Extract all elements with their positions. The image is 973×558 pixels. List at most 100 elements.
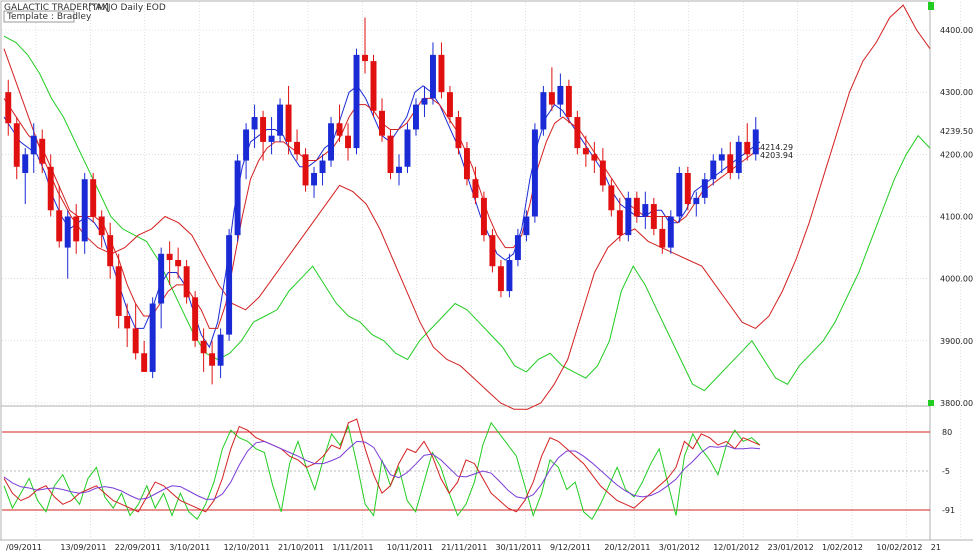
date-tick-label: 9/12/2011 (550, 543, 591, 552)
candle-body (39, 138, 46, 164)
date-tick-label: 3/10/2011 (169, 543, 210, 552)
candle-body (718, 154, 725, 161)
oscillator-tick-label: 80 (942, 428, 952, 437)
candle-body (107, 235, 114, 267)
candle-body (90, 179, 97, 217)
candle-body (277, 104, 284, 136)
candle-body (676, 172, 683, 217)
candle-body (599, 160, 606, 186)
candle-body (608, 185, 615, 211)
oscillator-tick-label: -91 (942, 506, 955, 515)
date-tick-label: 30/11/2011 (496, 543, 542, 552)
candle-body (421, 98, 428, 105)
symbol-label: GALACTIC TRADER[TM] (4, 3, 109, 13)
candle-body (480, 197, 487, 236)
candle-body (497, 266, 504, 292)
candle-body (226, 235, 233, 335)
candle-body (64, 216, 71, 248)
candle-body (336, 123, 343, 136)
oscillator-red-line (3, 418, 761, 513)
candle-body (616, 210, 623, 236)
candle-body (523, 216, 530, 236)
date-tick-label: 21/11/2011 (441, 543, 487, 552)
candle-body (744, 141, 751, 155)
candle-body (413, 104, 419, 130)
candle-body (192, 297, 199, 341)
candle-body (514, 235, 521, 261)
date-tick-label: /09/2011 (6, 543, 42, 552)
candle-body (243, 129, 250, 161)
candle-body (124, 315, 131, 329)
date-tick-label: 1/11/2011 (332, 543, 373, 552)
oscillator-purple-line (3, 440, 761, 500)
candle-body (472, 179, 479, 198)
candle-body (429, 54, 436, 99)
price-tick-label: 3900.00 (940, 337, 973, 346)
candle-body (234, 160, 241, 236)
candle-body (548, 92, 555, 105)
date-tick-label: 10/02/2012 (876, 543, 922, 552)
date-tick-label: 1/02/2012 (822, 543, 863, 552)
candle-body (506, 260, 513, 292)
candle-body (328, 123, 335, 161)
top-corner-marker (928, 2, 934, 10)
current-price-label: 4239.50 (940, 127, 973, 136)
candle-body (379, 110, 385, 136)
price-tick-label: 4200.00 (940, 150, 973, 159)
candle-body (141, 353, 148, 372)
candle-body (183, 266, 190, 298)
oscillator-tick-label: -5 (942, 467, 950, 476)
candle-body (22, 154, 29, 173)
template-box[interactable] (3, 10, 75, 23)
candle-body (710, 160, 717, 180)
candle-body (5, 92, 12, 124)
price-tick-label: 4100.00 (940, 213, 973, 222)
date-tick-label: 21/10/2011 (278, 543, 324, 552)
candle-body (727, 154, 734, 173)
oscillator-green-line (3, 421, 761, 520)
instrument-label: ^AXJO Daily EOD (88, 3, 166, 13)
candle-body (175, 260, 182, 267)
candle-body (311, 172, 318, 186)
candle-body (574, 117, 581, 149)
candle-body (166, 253, 173, 261)
candle-body (81, 179, 88, 242)
candle-body (115, 266, 122, 316)
axis-layer: 4400.00 4300.00 4200.00 4100.00 4000.00 3900.… (6, 26, 973, 552)
date-tick-label: 22/09/2011 (115, 543, 161, 552)
date-tick-label: 3/01/2012 (659, 543, 700, 552)
date-tick-label: 13/09/2011 (60, 543, 106, 552)
candle-body (531, 129, 538, 217)
candle-body (362, 54, 368, 62)
price-tick-label: 4000.00 (940, 275, 973, 284)
price-tick-label: 4400.00 (940, 26, 973, 35)
date-tick-label: 20/12/2011 (604, 543, 650, 552)
candle-body (701, 179, 708, 198)
date-tick-label: 10/11/2011 (387, 543, 433, 552)
candle-body (752, 129, 759, 155)
candle-body (557, 85, 564, 105)
candle-body (209, 353, 216, 366)
candle-body (251, 117, 258, 130)
candle-body (404, 129, 411, 167)
candle-body (268, 135, 275, 142)
date-tick-label: 23/01/2012 (768, 543, 814, 552)
candle-body (294, 141, 301, 155)
grid-layer (2, 2, 962, 539)
candle-body (345, 135, 351, 149)
candle-body (650, 204, 657, 229)
candle-body (489, 235, 496, 267)
date-tick-label: 12/10/2011 (224, 543, 270, 552)
date-tick-label: 12/01/2012 (713, 543, 759, 552)
candle-layer (5, 17, 759, 385)
candle-body (625, 197, 632, 236)
candle-body (149, 303, 156, 372)
candle-body (200, 340, 207, 354)
candle-body (659, 228, 666, 248)
candle-body (56, 210, 63, 242)
candle-body (693, 197, 700, 205)
candle-body (735, 141, 742, 173)
candle-body (463, 148, 470, 180)
